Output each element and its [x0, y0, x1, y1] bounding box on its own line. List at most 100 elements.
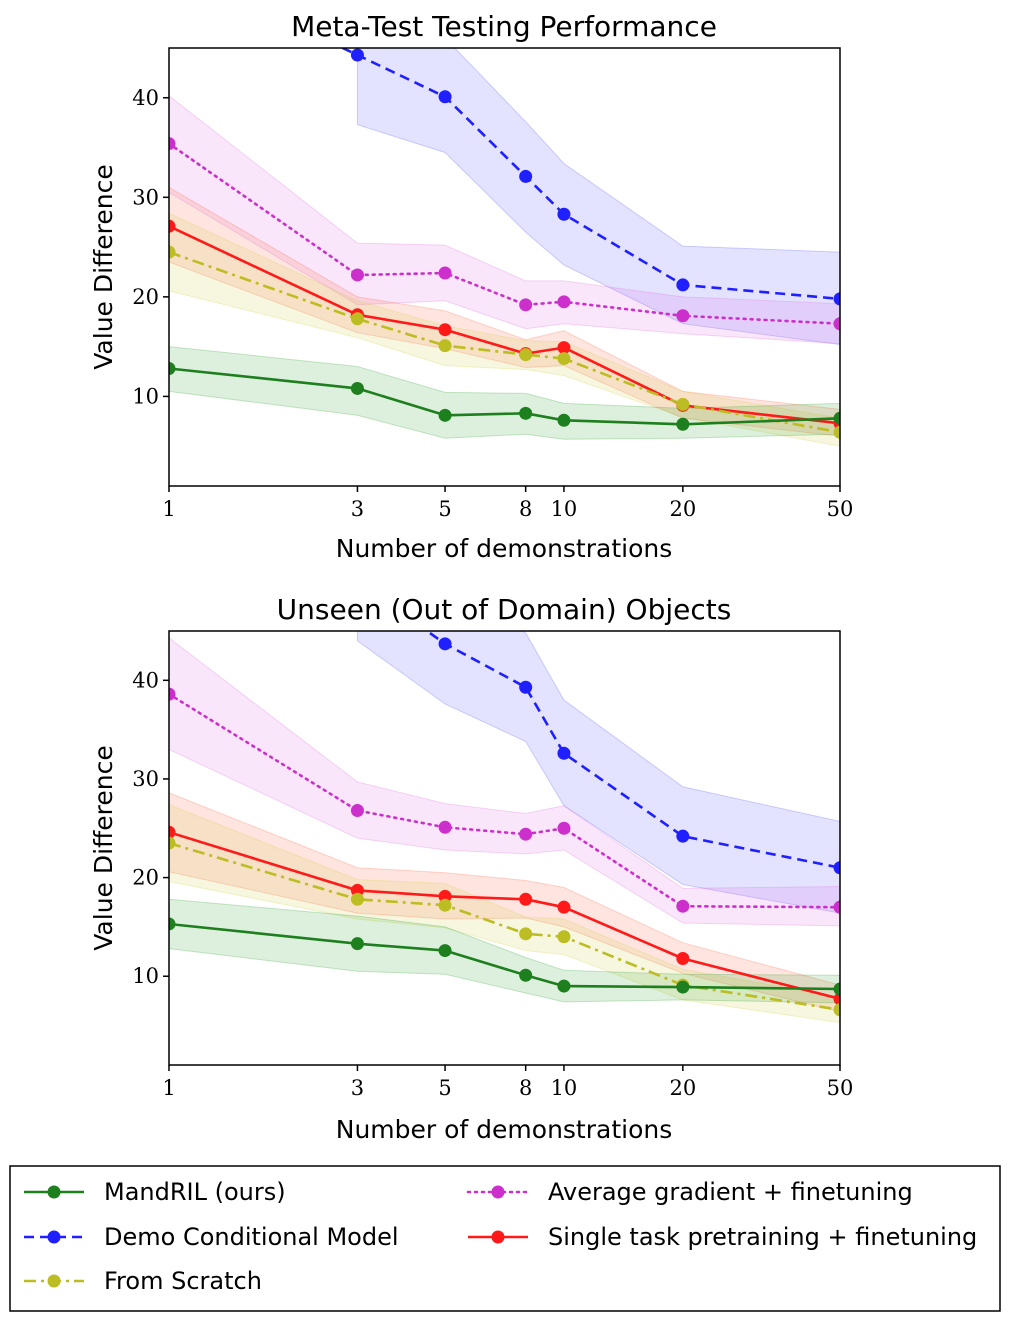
point-single-task-pretraining-finetuning: [557, 341, 571, 355]
point-average-gradient-finetuning: [557, 821, 571, 835]
point-average-gradient-finetuning: [557, 295, 571, 309]
point-from-scratch: [350, 892, 364, 906]
legend-marker-average-gradient-finetuning: [491, 1185, 505, 1199]
y-tick-label: 10: [132, 964, 159, 988]
plot-frame: [168, 47, 841, 487]
legend-marker-demo-conditional-model: [47, 1230, 61, 1244]
band-single-task-pretraining-finetuning: [169, 186, 840, 437]
point-demo-conditional-model: [351, 575, 364, 588]
point-mandril-ours: [557, 979, 571, 993]
point-demo-conditional-model: [833, 861, 840, 875]
legend-label: From Scratch: [104, 1267, 262, 1295]
point-average-gradient-finetuning: [833, 317, 840, 331]
point-from-scratch: [519, 348, 533, 362]
point-from-scratch: [557, 930, 571, 944]
point-demo-conditional-model: [438, 637, 452, 651]
point-average-gradient-finetuning: [676, 309, 690, 323]
point-average-gradient-finetuning: [169, 137, 176, 151]
y-tick-label: 30: [132, 185, 159, 209]
point-demo-conditional-model: [557, 207, 571, 221]
y-tick-label: 20: [132, 866, 159, 890]
point-mandril-ours: [350, 937, 364, 951]
x-tick-label: 8: [519, 497, 532, 521]
point-single-task-pretraining-finetuning: [557, 900, 571, 914]
band-from-scratch: [169, 212, 840, 447]
point-average-gradient-finetuning: [438, 820, 452, 834]
chart-title: Meta-Test Testing Performance: [291, 10, 717, 43]
legend-label: Single task pretraining + finetuning: [548, 1223, 977, 1251]
point-average-gradient-finetuning: [350, 804, 364, 818]
x-tick-label: 1: [162, 1076, 175, 1100]
x-tick-label: 10: [551, 1076, 578, 1100]
point-average-gradient-finetuning: [438, 266, 452, 280]
y-axis-label: Value Difference: [89, 164, 118, 369]
legend-item-from-scratch: From Scratch: [24, 1267, 262, 1295]
x-tick-label: 20: [669, 1076, 696, 1100]
point-demo-conditional-model: [519, 680, 533, 694]
point-demo-conditional-model: [833, 292, 840, 306]
x-tick-label: 3: [351, 1076, 364, 1100]
legend-label: Demo Conditional Model: [104, 1223, 399, 1251]
point-average-gradient-finetuning: [519, 827, 533, 841]
legend: MandRIL (ours) Demo Conditional Model From…: [9, 1165, 1001, 1312]
point-average-gradient-finetuning: [350, 268, 364, 282]
x-axis-label: Number of demonstrations: [336, 1115, 673, 1144]
legend-item-demo-conditional-model: Demo Conditional Model: [24, 1223, 399, 1251]
point-mandril-ours: [438, 408, 452, 422]
point-demo-conditional-model: [350, 48, 364, 62]
point-from-scratch: [350, 312, 364, 326]
point-demo-conditional-model: [676, 829, 690, 843]
point-from-scratch: [833, 425, 840, 439]
x-tick-label: 50: [827, 497, 854, 521]
x-tick-label: 3: [351, 497, 364, 521]
legend-marker-mandril-ours: [47, 1185, 61, 1199]
legend-label: MandRIL (ours): [104, 1178, 286, 1206]
point-from-scratch: [833, 1003, 840, 1017]
x-tick-label: 50: [827, 1076, 854, 1100]
band-demo-conditional-model: [356, 48, 840, 346]
point-mandril-ours: [350, 381, 364, 395]
x-tick-label: 20: [669, 497, 696, 521]
point-demo-conditional-model: [519, 169, 533, 183]
point-average-gradient-finetuning: [833, 900, 840, 914]
y-tick-label: 30: [132, 767, 159, 791]
point-single-task-pretraining-finetuning: [676, 951, 690, 965]
legend-item-mandril-ours: MandRIL (ours): [24, 1178, 286, 1206]
point-average-gradient-finetuning: [169, 687, 176, 701]
point-single-task-pretraining-finetuning: [169, 825, 176, 839]
point-mandril-ours: [169, 362, 176, 376]
legend-label: Average gradient + finetuning: [548, 1178, 913, 1206]
legend-frame: [9, 1165, 1001, 1312]
point-single-task-pretraining-finetuning: [438, 323, 452, 337]
point-mandril-ours: [169, 917, 176, 931]
point-mandril-ours: [676, 980, 690, 994]
legend-item-average-gradient-finetuning: Average gradient + finetuning: [466, 1178, 913, 1206]
y-tick-label: 10: [132, 384, 159, 408]
point-mandril-ours: [676, 417, 690, 431]
y-axis-label: Value Difference: [89, 745, 118, 950]
chart-meta-test-performance: Meta-Test Testing Performance 1 3 5 8 10 20 50…: [89, 10, 854, 563]
x-tick-label: 8: [519, 1076, 532, 1100]
point-mandril-ours: [519, 968, 533, 982]
point-demo-conditional-model: [438, 90, 452, 104]
x-tick-label: 5: [438, 1076, 451, 1100]
point-mandril-ours: [833, 411, 840, 425]
y-tick-label: 20: [132, 285, 159, 309]
band-average-gradient-finetuning: [169, 95, 840, 345]
band-from-scratch: [169, 804, 840, 1024]
band-mandril-ours: [169, 898, 840, 1004]
point-single-task-pretraining-finetuning: [833, 992, 840, 1006]
chart-unseen-objects: Unseen (Out of Domain) Objects 1 3 5 8 10 20 5…: [89, 575, 854, 1144]
point-single-task-pretraining-finetuning: [169, 219, 176, 233]
point-from-scratch: [557, 352, 571, 366]
point-from-scratch: [169, 836, 176, 850]
x-tick-label: 10: [551, 497, 578, 521]
x-axis-label: Number of demonstrations: [336, 534, 673, 563]
point-average-gradient-finetuning: [519, 298, 533, 312]
point-average-gradient-finetuning: [676, 899, 690, 913]
band-mandril-ours: [169, 346, 840, 440]
band-average-gradient-finetuning: [169, 637, 840, 927]
point-demo-conditional-model: [557, 746, 571, 760]
y-tick-label: 40: [132, 668, 159, 692]
